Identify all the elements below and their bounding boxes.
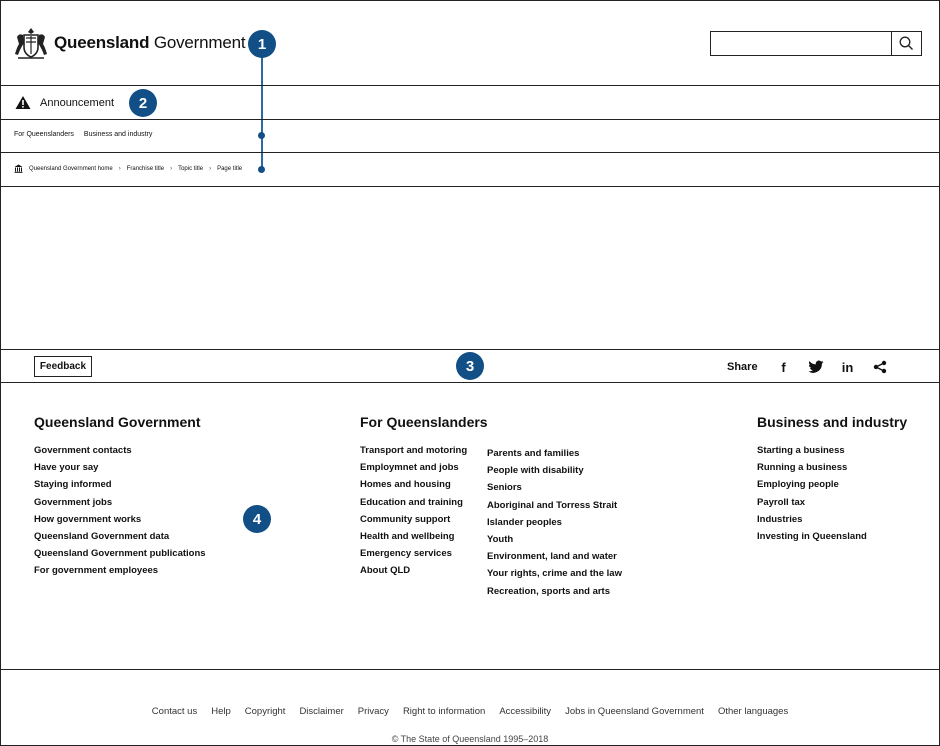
footer-column-queensland-government: Queensland Government Government contact… <box>34 414 206 583</box>
footer-link[interactable]: Running a business <box>757 462 848 474</box>
footer-link[interactable]: Government jobs <box>34 496 113 508</box>
twitter-icon[interactable] <box>807 359 824 375</box>
footer-column-for-queenslanders-continued: Parents and families People with disabil… <box>487 448 622 603</box>
divider <box>0 669 940 670</box>
footer-link-contact-us[interactable]: Contact us <box>151 706 198 717</box>
footer-link-disclaimer[interactable]: Disclaimer <box>299 706 344 717</box>
footer-link[interactable]: Starting a business <box>757 445 845 456</box>
search-box <box>710 31 922 56</box>
annotation-marker-2: 2 <box>129 89 157 117</box>
footer-column-title: Business and industry <box>757 414 908 430</box>
divider <box>0 349 940 350</box>
top-navigation: For Queenslanders Business and industry <box>14 131 152 138</box>
footer-column-for-queenslanders: For Queenslanders Transport and motoring… <box>360 414 488 583</box>
footer-link[interactable]: Recreation, sports and arts <box>487 585 611 597</box>
search-input[interactable] <box>711 32 891 55</box>
government-building-icon[interactable] <box>14 164 23 173</box>
coat-of-arms-icon <box>15 28 47 59</box>
share-icon[interactable] <box>872 359 888 375</box>
annotation-marker-4: 4 <box>243 505 271 533</box>
breadcrumb-separator: › <box>118 165 121 172</box>
footer-link[interactable]: Employing people <box>757 479 839 491</box>
footer-link[interactable]: Your rights, crime and the law <box>487 568 622 580</box>
divider <box>0 186 940 187</box>
footer-link[interactable]: Community support <box>360 513 451 525</box>
annotation-marker-1: 1 <box>248 30 276 58</box>
breadcrumb-item-home[interactable]: Queensland Government home <box>29 165 113 172</box>
breadcrumb-item-franchise[interactable]: Franchise title <box>126 165 165 172</box>
breadcrumb: Queensland Government home › Franchise t… <box>14 164 242 173</box>
search-button[interactable] <box>891 32 921 55</box>
footer-link[interactable]: Education and training <box>360 496 463 508</box>
footer-link[interactable]: People with disability <box>487 465 584 477</box>
footer-link[interactable]: Investing in Queensland <box>757 530 867 542</box>
marker-connector-line <box>261 57 263 170</box>
marker-connector-dot <box>258 166 265 173</box>
logo-text-bold: Queensland <box>54 33 150 52</box>
footer-link-privacy[interactable]: Privacy <box>357 706 389 717</box>
footer-link[interactable]: Environment, land and water <box>487 551 617 563</box>
breadcrumb-item-page: Page title <box>217 165 243 172</box>
nav-item-business-and-industry[interactable]: Business and industry <box>83 131 153 138</box>
footer-link[interactable]: Aboriginal and Torress Strait <box>487 499 618 511</box>
logo-text-light: Government <box>153 33 246 52</box>
footer-link[interactable]: Parents and families <box>487 448 580 459</box>
share-label: Share <box>727 361 758 373</box>
feedback-button[interactable]: Feedback <box>34 356 92 377</box>
footer-link[interactable]: Youth <box>487 533 514 545</box>
footer-link[interactable]: Queensland Government publications <box>34 548 206 560</box>
footer-link-help[interactable]: Help <box>211 706 231 717</box>
announcement-bar[interactable]: Announcement <box>15 95 114 110</box>
footer-link[interactable]: About QLD <box>360 565 411 577</box>
divider <box>0 152 940 153</box>
linkedin-icon[interactable]: in <box>841 359 854 375</box>
footer-link-accessibility[interactable]: Accessibility <box>499 706 552 717</box>
footer-link[interactable]: Industries <box>757 513 803 525</box>
footer-column-title: Queensland Government <box>34 414 201 430</box>
qld-government-logo[interactable]: Queensland Government <box>14 25 246 61</box>
footer-column-title: For Queenslanders <box>360 414 488 430</box>
footer-link[interactable]: Homes and housing <box>360 479 451 491</box>
footer-link[interactable]: Islander peoples <box>487 516 562 528</box>
footer-link[interactable]: For government employees <box>34 565 159 577</box>
warning-icon <box>15 96 31 109</box>
footer-link[interactable]: Queensland Government data <box>34 530 170 542</box>
footer-link[interactable]: Seniors <box>487 482 522 494</box>
share-bar: Share f in <box>727 356 904 378</box>
footer-link[interactable]: Staying informed <box>34 479 112 491</box>
footer-link-jobs[interactable]: Jobs in Queensland Government <box>565 706 704 717</box>
nav-item-for-queenslanders[interactable]: For Queenslanders <box>14 131 74 138</box>
footer-link-copyright[interactable]: Copyright <box>244 706 286 717</box>
footer-link[interactable]: Have your say <box>34 462 99 474</box>
footer-link[interactable]: Transport and motoring <box>360 445 468 456</box>
divider <box>0 119 940 120</box>
divider <box>0 85 940 86</box>
footer-column-business-and-industry: Business and industry Starting a busines… <box>757 414 907 548</box>
footer-link[interactable]: Emergency services <box>360 548 452 560</box>
breadcrumb-separator: › <box>209 165 212 172</box>
marker-connector-dot <box>258 132 265 139</box>
breadcrumb-separator: › <box>170 165 173 172</box>
breadcrumb-item-topic[interactable]: Topic title <box>178 165 204 172</box>
footer-bottom-links: Contact us Help Copyright Disclaimer Pri… <box>0 706 940 717</box>
facebook-icon[interactable]: f <box>781 359 786 375</box>
footer-link[interactable]: Government contacts <box>34 445 132 456</box>
annotation-marker-3: 3 <box>456 352 484 380</box>
announcement-label: Announcement <box>40 96 114 109</box>
footer-link-other-languages[interactable]: Other languages <box>717 706 789 717</box>
footer-link[interactable]: Employmnet and jobs <box>360 462 459 474</box>
footer-link[interactable]: Payroll tax <box>757 496 806 508</box>
copyright-text: © The State of Queensland 1995–2018 <box>391 734 549 744</box>
footer-link[interactable]: How government works <box>34 513 142 525</box>
footer-link[interactable]: Health and wellbeing <box>360 530 455 542</box>
footer-link-right-to-information[interactable]: Right to information <box>402 706 486 717</box>
divider <box>0 382 940 383</box>
search-icon <box>899 36 913 50</box>
